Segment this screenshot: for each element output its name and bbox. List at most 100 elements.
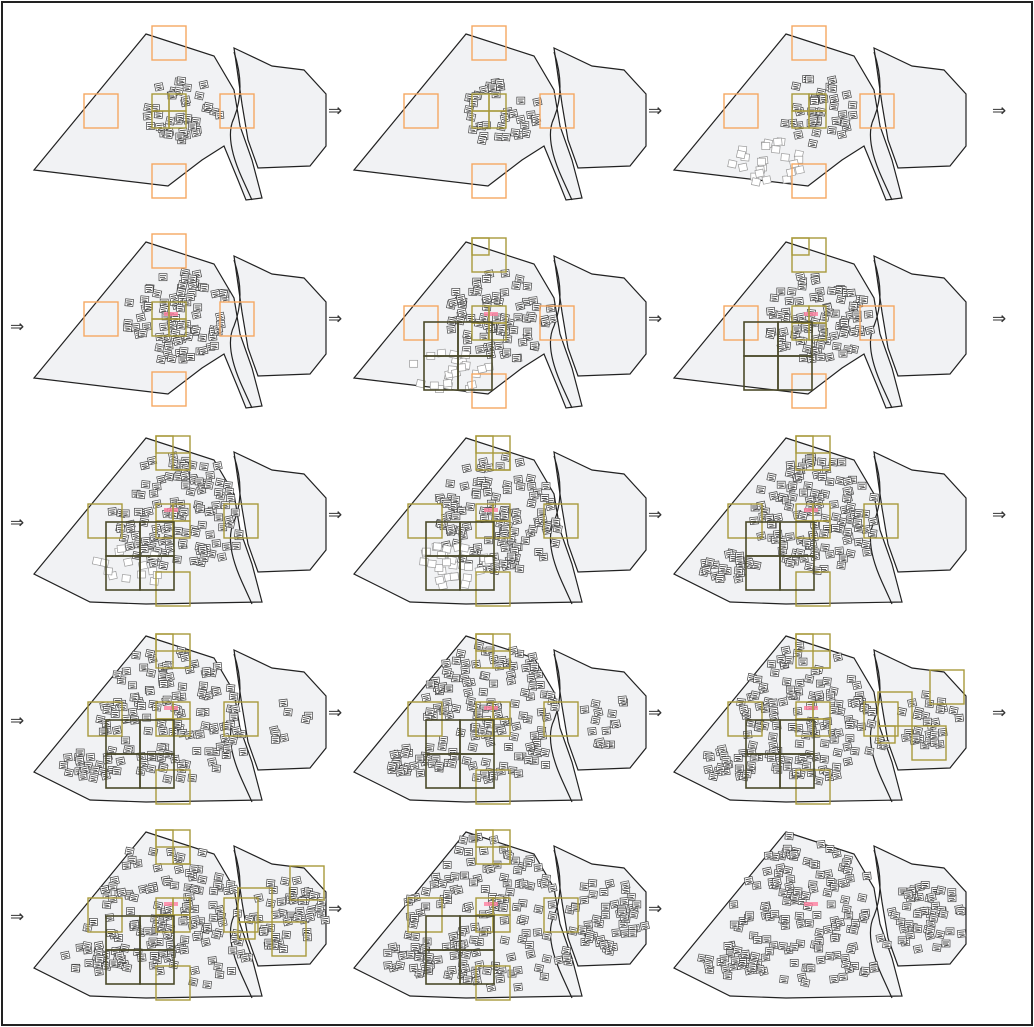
- sample-tile-icon: [122, 963, 133, 973]
- sample-tile-icon: [786, 685, 795, 694]
- sample-tile-icon: [159, 322, 169, 332]
- sample-tile-icon: [719, 954, 730, 963]
- sample-tile-icon: [747, 963, 757, 972]
- sample-tile-icon: [743, 876, 754, 886]
- side-region: [233, 46, 327, 169]
- sample-tile-icon: [164, 672, 175, 682]
- sample-tile-icon: [809, 292, 819, 302]
- sample-tile-icon: [527, 313, 537, 323]
- sample-tile-icon: [567, 926, 579, 936]
- sample-tile-icon: [146, 764, 157, 774]
- square-window-icon: [727, 503, 763, 539]
- sample-tile-icon: [197, 874, 208, 885]
- sample-tile-icon: [94, 967, 104, 976]
- sample-tile-icon: [478, 457, 489, 467]
- sample-tile-icon: [130, 322, 141, 332]
- sample-tile-icon: [743, 730, 753, 739]
- sample-tile-icon: [833, 699, 844, 709]
- sample-tile-icon: [912, 726, 923, 736]
- sample-tile-icon: [205, 530, 215, 539]
- sample-tile-icon: [723, 942, 733, 950]
- sample-tile-icon: [208, 886, 219, 896]
- sample-tile-icon: [462, 329, 473, 340]
- sample-tile-icon: [424, 743, 435, 752]
- square-window-icon: [237, 921, 256, 940]
- square-window-icon: [492, 452, 511, 471]
- sample-tile-icon: [146, 668, 157, 678]
- sample-tile-icon: [198, 681, 209, 690]
- highlight-marker: [164, 508, 178, 512]
- sample-tile-icon: [194, 91, 205, 101]
- sample-tile-icon: [721, 756, 731, 765]
- sample-tile-icon: [111, 725, 122, 735]
- sample-tile-icon: [386, 761, 397, 772]
- sample-tile-icon: [128, 707, 138, 717]
- sample-tile-icon: [495, 78, 505, 88]
- sample-tile-icon: [837, 458, 847, 467]
- square-window-icon: [407, 503, 443, 539]
- double-right-arrow-icon: ⇒: [10, 907, 24, 927]
- sample-tile-icon: [515, 482, 526, 491]
- sample-tile-icon: [74, 755, 85, 765]
- sample-tile-icon: [498, 559, 509, 569]
- sample-tile-icon: [956, 907, 966, 916]
- sample-tile-icon: [472, 543, 483, 552]
- square-window-icon: [87, 897, 123, 933]
- diagram-panel: [673, 831, 967, 999]
- sample-tile-icon: [773, 529, 783, 539]
- sample-tile-icon: [525, 741, 536, 752]
- sample-tile-icon: [499, 716, 510, 726]
- sample-tile-icon: [475, 345, 485, 354]
- sample-tile-icon: [510, 128, 520, 137]
- sample-tile-icon: [841, 858, 851, 868]
- sample-tile-icon: [432, 542, 443, 551]
- double-right-arrow-icon: ⇒: [648, 899, 662, 919]
- sample-tile-icon: [483, 487, 493, 497]
- sample-tile-icon: [153, 110, 164, 119]
- sample-tile-icon: [771, 145, 781, 154]
- sample-tile-icon: [510, 699, 520, 708]
- sample-tile-icon: [498, 903, 508, 912]
- sample-tile-icon: [825, 550, 835, 559]
- sample-tile-icon: [112, 766, 122, 776]
- sample-tile-icon: [744, 557, 755, 568]
- sample-tile-icon: [75, 943, 85, 952]
- sample-tile-icon: [502, 348, 512, 357]
- sample-tile-icon: [828, 93, 840, 104]
- sample-tile-icon: [211, 930, 222, 940]
- sample-tile-icon: [533, 963, 545, 973]
- sample-tile-icon: [850, 746, 860, 756]
- square-window-icon: [155, 571, 191, 607]
- sample-tile-icon: [785, 167, 796, 178]
- square-window-icon: [471, 163, 507, 199]
- sample-tile-icon: [173, 472, 183, 482]
- sample-tile-icon: [465, 502, 475, 511]
- sample-tile-icon: [179, 471, 191, 481]
- double-right-arrow-icon: ⇒: [328, 309, 342, 329]
- sample-tile-icon: [512, 902, 522, 912]
- sample-tile-icon: [601, 911, 610, 920]
- square-window-icon: [779, 555, 815, 591]
- sample-tile-icon: [745, 911, 754, 920]
- sample-tile-icon: [601, 902, 610, 911]
- sample-tile-icon: [825, 951, 835, 961]
- sample-tile-icon: [142, 111, 153, 121]
- sample-tile-icon: [588, 890, 598, 899]
- sample-tile-icon: [202, 980, 212, 989]
- region-boundary: [549, 259, 573, 409]
- sample-tile-icon: [925, 925, 936, 936]
- sample-tile-icon: [136, 490, 146, 500]
- sample-tile-icon: [505, 887, 515, 897]
- sample-tile-icon: [550, 517, 561, 527]
- sample-tile-icon: [158, 560, 169, 571]
- sample-tile-icon: [854, 508, 864, 518]
- sample-tile-icon: [278, 733, 290, 743]
- sample-tile-icon: [188, 122, 197, 131]
- sample-tile-icon: [830, 309, 840, 318]
- sample-tile-icon: [831, 512, 842, 522]
- sample-tile-icon: [425, 680, 435, 689]
- double-right-arrow-icon: ⇒: [328, 505, 342, 525]
- sample-tile-icon: [547, 314, 558, 324]
- sample-tile-icon: [737, 162, 748, 172]
